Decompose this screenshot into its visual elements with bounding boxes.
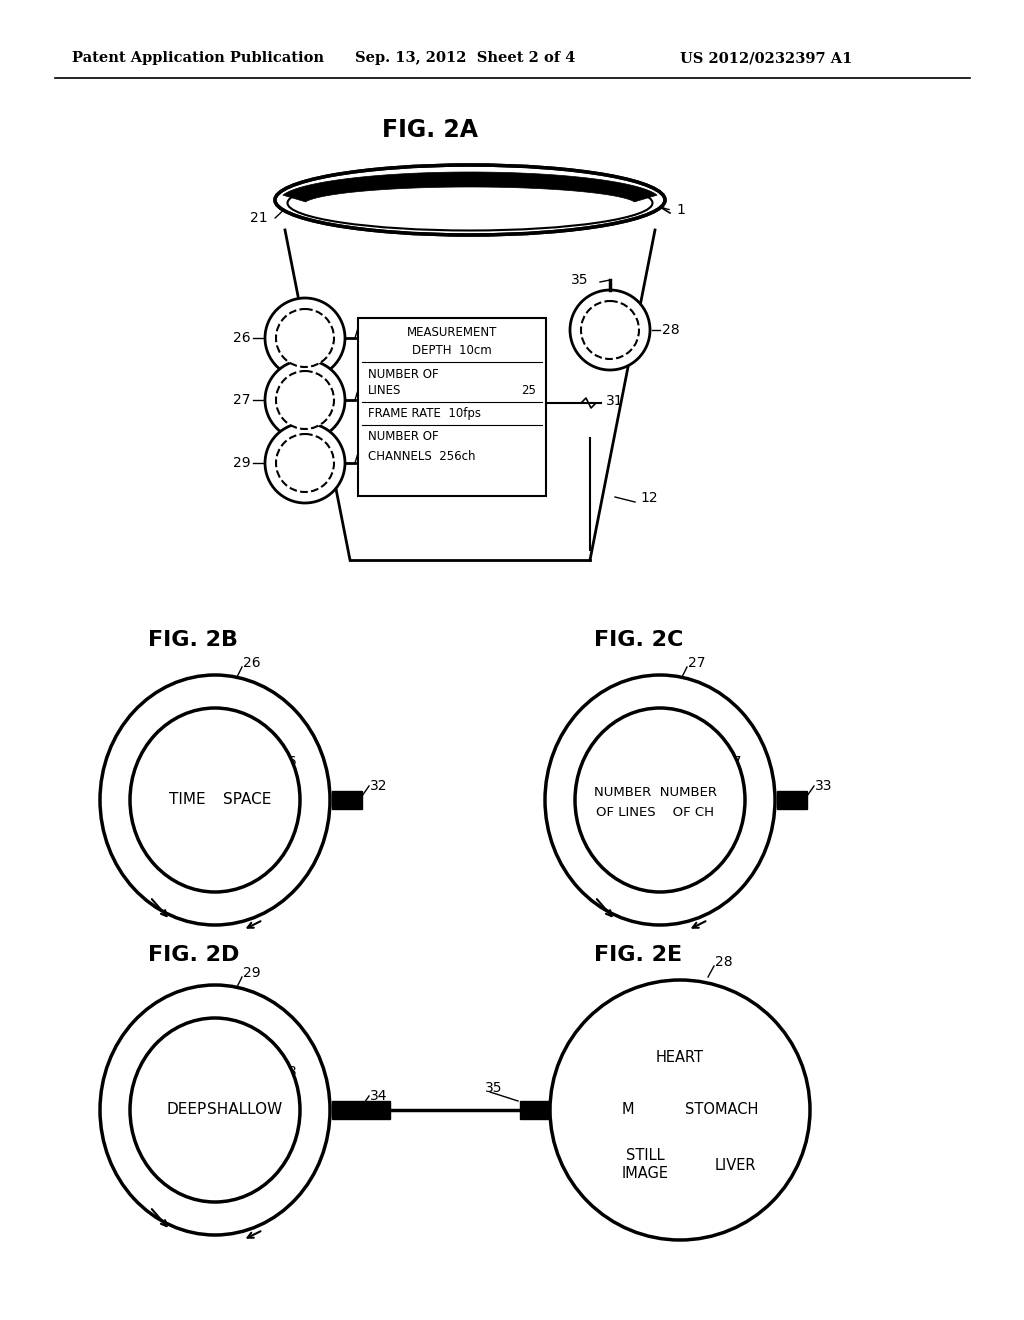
Text: DEEP: DEEP <box>167 1102 207 1118</box>
Bar <box>332 1101 362 1119</box>
Circle shape <box>276 434 334 492</box>
Text: 33: 33 <box>358 381 376 395</box>
Text: 32: 32 <box>370 779 387 793</box>
Text: FIG. 2B: FIG. 2B <box>148 630 238 649</box>
Text: 32: 32 <box>358 319 376 333</box>
Circle shape <box>265 298 345 378</box>
Ellipse shape <box>100 985 330 1236</box>
Circle shape <box>276 371 334 429</box>
Text: 28: 28 <box>715 954 732 969</box>
Text: IMAGE: IMAGE <box>622 1166 669 1180</box>
Ellipse shape <box>575 708 745 892</box>
Text: Patent Application Publication: Patent Application Publication <box>72 51 324 65</box>
Text: US 2012/0232397 A1: US 2012/0232397 A1 <box>680 51 852 65</box>
Text: 26: 26 <box>233 331 251 345</box>
Text: STOMACH: STOMACH <box>685 1102 759 1118</box>
Circle shape <box>265 360 345 440</box>
Text: SHALLOW: SHALLOW <box>208 1102 283 1118</box>
Text: CHANNELS  256ch: CHANNELS 256ch <box>368 450 475 462</box>
Text: 1: 1 <box>676 203 685 216</box>
Text: 29: 29 <box>243 966 261 979</box>
Bar <box>362 1101 390 1119</box>
Text: NUMBER OF: NUMBER OF <box>368 367 438 380</box>
Text: 29: 29 <box>233 455 251 470</box>
Text: FIG. 2D: FIG. 2D <box>148 945 240 965</box>
Text: FIG. 2E: FIG. 2E <box>594 945 682 965</box>
Text: 33: 33 <box>815 779 833 793</box>
Polygon shape <box>283 172 657 202</box>
Circle shape <box>550 979 810 1239</box>
Text: MEASUREMENT: MEASUREMENT <box>407 326 498 338</box>
Text: 35: 35 <box>570 273 588 286</box>
Text: Sep. 13, 2012  Sheet 2 of 4: Sep. 13, 2012 Sheet 2 of 4 <box>355 51 575 65</box>
Text: 26: 26 <box>243 656 261 671</box>
Text: 37: 37 <box>725 755 742 770</box>
Text: LIVER: LIVER <box>715 1158 756 1172</box>
Text: DEPTH  10cm: DEPTH 10cm <box>412 345 492 358</box>
Text: 38: 38 <box>280 1065 298 1078</box>
Ellipse shape <box>288 176 652 231</box>
Circle shape <box>265 422 345 503</box>
Ellipse shape <box>275 165 665 235</box>
Text: 35: 35 <box>485 1081 503 1096</box>
Ellipse shape <box>100 675 330 925</box>
Text: 21: 21 <box>251 211 268 224</box>
Ellipse shape <box>130 1018 300 1203</box>
Circle shape <box>570 290 650 370</box>
Ellipse shape <box>545 675 775 925</box>
Text: 36: 36 <box>280 755 298 770</box>
Text: 12: 12 <box>640 491 657 506</box>
Text: NUMBER OF: NUMBER OF <box>368 430 438 444</box>
Ellipse shape <box>130 708 300 892</box>
Text: 25: 25 <box>521 384 536 397</box>
Text: 34: 34 <box>358 444 376 458</box>
Text: SPACE: SPACE <box>223 792 271 808</box>
Text: FIG. 2C: FIG. 2C <box>594 630 683 649</box>
Text: TIME: TIME <box>169 792 206 808</box>
Bar <box>520 1101 548 1119</box>
Text: OF LINES    OF CH: OF LINES OF CH <box>596 805 714 818</box>
Text: LINES: LINES <box>368 384 401 397</box>
Text: 28: 28 <box>662 323 680 337</box>
Text: M: M <box>622 1102 634 1118</box>
Text: 31: 31 <box>606 393 624 408</box>
Text: 34: 34 <box>370 1089 387 1104</box>
Text: NUMBER  NUMBER: NUMBER NUMBER <box>594 785 717 799</box>
Circle shape <box>581 301 639 359</box>
Text: FRAME RATE  10fps: FRAME RATE 10fps <box>368 408 481 421</box>
Bar <box>358 318 546 496</box>
Text: HEART: HEART <box>656 1051 705 1065</box>
Bar <box>777 791 807 809</box>
Text: STILL: STILL <box>626 1147 665 1163</box>
Text: 27: 27 <box>688 656 706 671</box>
Text: 27: 27 <box>233 393 251 407</box>
Circle shape <box>276 309 334 367</box>
Text: FIG. 2A: FIG. 2A <box>382 117 478 143</box>
Bar <box>332 791 362 809</box>
